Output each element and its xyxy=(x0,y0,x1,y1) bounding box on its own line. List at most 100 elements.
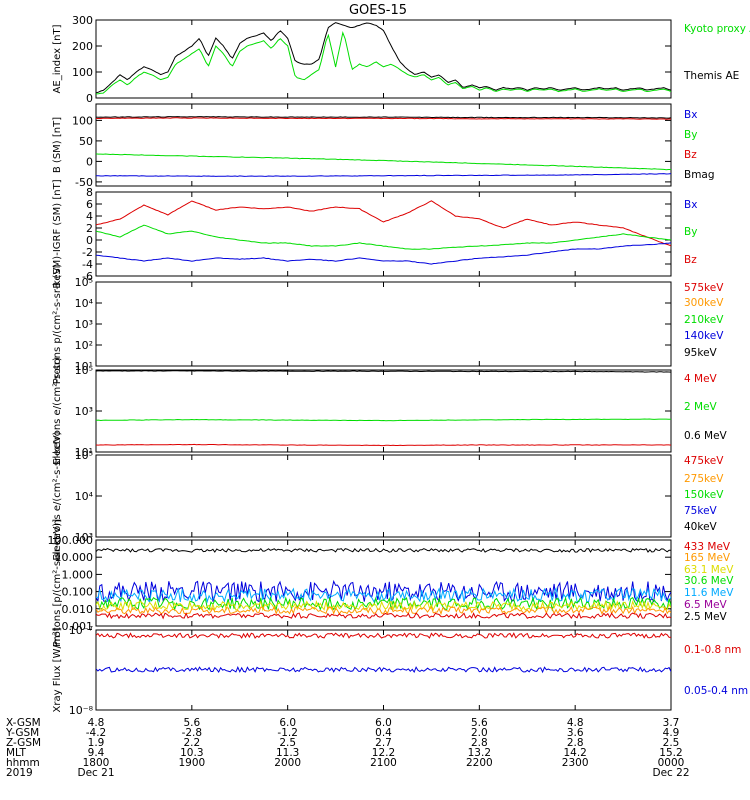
panel-5: 10¹ 10³ 10⁵ Electrons e/(cm²-s-sr) 4 MeV 2 Me… xyxy=(52,357,728,465)
footer-row-label: MLT xyxy=(6,747,26,759)
series-line-4-mev xyxy=(96,443,671,447)
footer-cell: 2200 xyxy=(466,757,493,769)
footer-cell: 3.6 xyxy=(567,727,584,739)
legend-entry: 575keV xyxy=(684,282,724,294)
series-line-0-6-mev xyxy=(96,370,671,373)
legend-entry: Bx xyxy=(684,199,697,211)
y-tick-label: -50 xyxy=(75,176,93,189)
plot-frame xyxy=(95,191,672,277)
y-tick-label: 10³ xyxy=(75,318,93,331)
footer-cell: -2.8 xyxy=(182,727,203,739)
footer-cell: Dec 22 xyxy=(652,767,689,779)
y-tick-label: 10⁵ xyxy=(75,364,93,377)
y-tick-label: 0 xyxy=(86,92,93,105)
y-tick-label: 10⁴ xyxy=(75,490,94,503)
y-axis-label: Electrons e/(cm²-s-sr) xyxy=(52,357,63,465)
y-tick-label: 10.000 xyxy=(55,551,94,564)
footer-cell: 2.8 xyxy=(471,737,488,749)
footer-cell: 6.0 xyxy=(279,717,296,729)
legend-entry: 11.6 MeV xyxy=(684,587,734,599)
footer-cell: 0000 xyxy=(658,757,685,769)
y-tick-label: 2 xyxy=(86,222,93,235)
panel-7: 0.001 0.010 0.100 1.000 10.000 100.000Protons… xyxy=(48,519,735,647)
footer-cell: -1.2 xyxy=(277,727,298,739)
footer-row-label: hhmm xyxy=(6,757,40,769)
y-tick-label: 10³ xyxy=(75,405,93,418)
y-tick-label: 10¹ xyxy=(75,360,93,373)
series-line-bx xyxy=(96,173,671,177)
series-group xyxy=(96,22,671,95)
series-line-bx xyxy=(96,242,671,265)
footer-cell: 2.2 xyxy=(183,737,200,749)
legend-entry: Bmag xyxy=(684,169,715,181)
footer-cell: 2.8 xyxy=(567,737,584,749)
ephemeris-footer: X-GSMY-GSMZ-GSMMLThhmm20194.8-4.21.99.41… xyxy=(5,717,690,779)
series-line-bmag xyxy=(96,116,671,119)
legend-entry: 140keV xyxy=(684,330,724,342)
series-group xyxy=(96,116,671,177)
footer-row-label: Z-GSM xyxy=(6,737,41,749)
y-tick-label: -6 xyxy=(82,270,93,283)
legend-entry: Bz xyxy=(684,254,697,266)
y-tick-label: 10¹ xyxy=(75,446,93,459)
y-tick-label: 0 xyxy=(86,234,93,247)
legend-entry: 150keV xyxy=(684,489,724,501)
footer-cell: 2100 xyxy=(370,757,397,769)
y-tick-label: -4 xyxy=(82,258,93,271)
y-tick-label: 8 xyxy=(86,186,93,199)
legend-entry: 63.1 MeV xyxy=(684,564,734,576)
legend-entry: 300keV xyxy=(684,297,724,309)
footer-cell: 2.0 xyxy=(471,727,488,739)
legend-entry: 2.5 MeV xyxy=(684,611,728,623)
plot-frame xyxy=(95,103,672,187)
series-line-433-mev xyxy=(96,611,671,620)
y-tick-label: 100.000 xyxy=(48,534,94,547)
legend-entry: Kyoto proxy AE xyxy=(684,23,750,35)
footer-cell: 14.2 xyxy=(563,747,586,759)
y-axis-label: Protons [p/(cm²-s-sr-keV)] xyxy=(52,519,63,647)
footer-cell: 4.8 xyxy=(88,717,105,729)
series-line-165-mev xyxy=(96,605,671,616)
legend-entry: 275keV xyxy=(684,473,724,485)
legend-entry: 433 MeV xyxy=(684,541,731,553)
series-line-2-mev xyxy=(96,418,671,422)
legend-entry: Themis AE xyxy=(683,70,739,82)
y-tick-label: 50 xyxy=(79,135,93,148)
footer-row-label: X-GSM xyxy=(6,717,41,729)
footer-cell: 10.3 xyxy=(180,747,203,759)
plot-frame xyxy=(95,19,672,99)
footer-cell: 9.4 xyxy=(88,747,105,759)
y-axis-label: Protons p/(cm²-s-sr-keV) xyxy=(52,264,63,385)
legend-entry: 0.05-0.4 nm xyxy=(684,685,748,697)
y-tick-label: 10³ xyxy=(75,531,93,544)
y-tick-label: 10² xyxy=(75,339,93,352)
footer-cell: 2300 xyxy=(562,757,589,769)
legend-entry: 0.1-0.8 nm xyxy=(684,644,741,656)
panel-2: -50 0 50 100 B (SM) [nT] Bx By Bz Bmag xyxy=(52,103,715,189)
footer-cell: 5.6 xyxy=(471,717,488,729)
legend-entry: 40keV xyxy=(684,521,718,533)
footer-cell: 6.0 xyxy=(375,717,392,729)
plot-frame xyxy=(95,454,672,538)
legend-entry: 210keV xyxy=(684,314,724,326)
series-group xyxy=(96,632,671,674)
legend-entry: 75keV xyxy=(684,505,718,517)
footer-cell: 4.9 xyxy=(663,727,680,739)
series-group xyxy=(96,200,671,265)
footer-cell: 2000 xyxy=(274,757,301,769)
panel-4: 10¹ 10² 10³ 10⁴ 10⁵ Protons p/(cm²-s-sr-keV) 5… xyxy=(52,264,724,385)
footer-cell: 11.3 xyxy=(276,747,299,759)
y-tick-label: -2 xyxy=(82,246,93,259)
footer-cell: 13.2 xyxy=(468,747,491,759)
series-line-2-5-mev xyxy=(96,547,671,553)
footer-cell: 2.7 xyxy=(375,737,392,749)
figure-title: GOES-15 xyxy=(349,3,407,18)
series-line-6-5-mev xyxy=(96,579,671,603)
y-axis-label: AE_index [nT] xyxy=(52,24,63,93)
footer-cell: 15.2 xyxy=(659,747,682,759)
series-line-by xyxy=(96,153,671,171)
legend-entry: 475keV xyxy=(684,455,724,467)
